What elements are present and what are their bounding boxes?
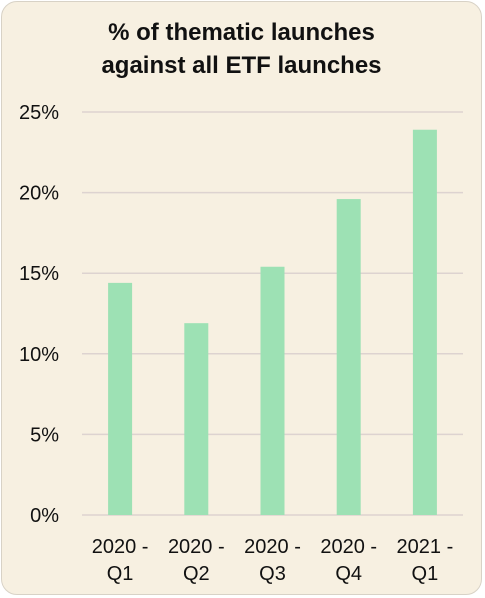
bar [108, 282, 133, 515]
bar [184, 323, 209, 515]
x-tick-label: 2020 -Q3 [244, 536, 301, 585]
y-tick-label: 15% [19, 263, 59, 285]
bars [108, 129, 437, 515]
y-tick-label: 5% [30, 424, 59, 446]
bar [412, 129, 437, 515]
chart-title: % of thematic launches against all ETF l… [101, 19, 382, 79]
x-tick-label: 2020 -Q1 [92, 536, 149, 585]
bar [260, 266, 285, 515]
y-tick-label: 25% [19, 102, 59, 124]
x-tick-label: 2020 -Q2 [168, 536, 225, 585]
x-tick-label: 2021 -Q1 [397, 536, 454, 585]
x-axis-labels: 2020 -Q1 2020 -Q2 2020 -Q3 2020 -Q4 2021 -Q1 [92, 536, 454, 585]
y-tick-label: 0% [30, 505, 59, 527]
y-axis-ticks: 0% 5% 10% 15% 20% 25% [19, 102, 59, 527]
y-tick-label: 10% [19, 344, 59, 366]
x-tick-label: 2020 -Q4 [320, 536, 377, 585]
y-tick-label: 20% [19, 183, 59, 205]
bar [336, 199, 361, 515]
